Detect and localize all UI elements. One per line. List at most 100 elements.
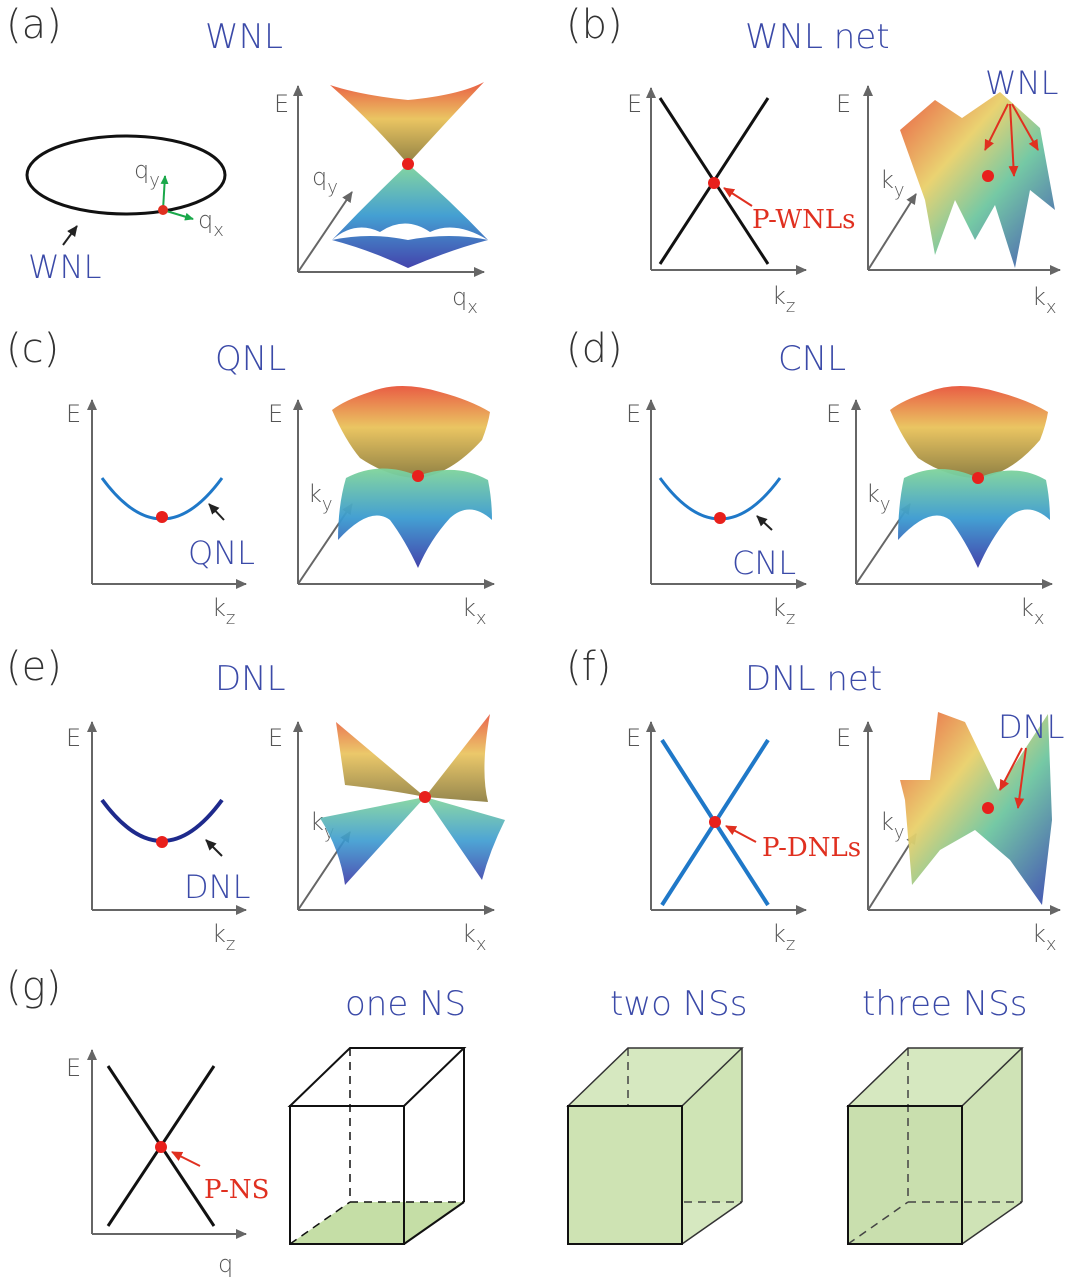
e-axis-kx-label: kx <box>462 920 487 955</box>
f-axis-E-label: E <box>626 724 641 752</box>
c-axis-kz-label: kz <box>212 594 235 629</box>
ring-qx-label: qx <box>198 206 224 241</box>
panel-b-label: (b) <box>566 2 623 48</box>
ring-label: WNL <box>28 248 101 286</box>
c-axis-ky-label: ky <box>308 480 333 515</box>
panel-e-label: (e) <box>6 644 62 690</box>
b-surface-label: WNL <box>985 64 1058 102</box>
e-axis-E2-label: E <box>268 724 283 752</box>
panel-d-title: CNL <box>778 339 846 379</box>
b-point-label: P-WNLs <box>752 205 856 235</box>
g-axis-E-label: E <box>66 1054 81 1082</box>
c-curve-label: QNL <box>188 534 255 572</box>
d-axis-kx-label: kx <box>1020 594 1045 629</box>
d-lower-surface <box>898 469 1050 568</box>
g-point-label: P-NS <box>204 1175 269 1205</box>
panel-g-label: (g) <box>6 964 61 1010</box>
cube-three-nss <box>846 1047 1024 1245</box>
a-axis-qy <box>297 191 353 273</box>
cube-1-title: one NS <box>345 984 466 1024</box>
ring-point <box>158 205 168 215</box>
d-curve-arrow <box>756 515 773 531</box>
qx-arrow <box>162 209 194 221</box>
panel-c-label: (c) <box>6 326 59 372</box>
a-upper-cone <box>330 82 484 164</box>
f-axis-ky <box>867 833 917 911</box>
panel-d-label: (d) <box>566 326 623 372</box>
e-curve-arrow <box>205 839 223 857</box>
b-surface-arrow-1 <box>984 103 1009 151</box>
f-axis-E2-label: E <box>836 724 851 752</box>
panel-f-label: (f) <box>566 644 611 690</box>
panel-a-label: (a) <box>6 2 62 48</box>
d-curve-label: CNL <box>732 544 796 582</box>
c-axis-kx-label: kx <box>462 594 487 629</box>
b-axis-ky-label: ky <box>880 166 905 201</box>
f-crossing-point <box>709 816 721 828</box>
panel-a-title: WNL <box>205 17 283 57</box>
c-upper-surface <box>332 386 490 478</box>
f-axis-kz-label: kz <box>772 920 795 955</box>
b-axis-E-label: E <box>627 90 642 118</box>
f-point-label: P-DNLs <box>762 833 861 863</box>
b-crossing-point <box>708 177 720 189</box>
g-point-arrow <box>171 1151 201 1167</box>
qy-arrow <box>160 175 169 211</box>
f-surface-arrow-1 <box>999 747 1023 791</box>
d-axis-kz-label: kz <box>772 594 795 629</box>
a-axis-E-label: E <box>274 90 289 118</box>
f-net-point <box>982 802 994 814</box>
b-surface-arrow-2 <box>1008 103 1019 177</box>
panel-b-title: WNL net <box>745 17 890 57</box>
g-axis-q-label: q <box>218 1250 233 1278</box>
b-axis-E2-label: E <box>836 90 851 118</box>
a-crossing-point <box>402 158 414 170</box>
c-curve-point <box>156 511 168 523</box>
cube-2-title: two NSs <box>610 984 747 1024</box>
e-surface-point <box>419 791 431 803</box>
d-axis-E2-label: E <box>826 400 841 428</box>
b-axis-ky <box>867 193 917 271</box>
b-surface <box>900 92 1055 268</box>
a-lower-cone <box>332 164 488 268</box>
nodal-ring <box>25 134 227 216</box>
b-surface-arrow-3 <box>1011 103 1039 151</box>
c-surface-point <box>412 470 424 482</box>
e-axis-kz-label: kz <box>212 920 235 955</box>
e-upper-surface <box>336 714 490 802</box>
f-surface-arrow-2 <box>1014 747 1027 809</box>
f-axis-kx-label: kx <box>1032 920 1057 955</box>
b-point-arrow <box>723 187 753 207</box>
f-point-arrow <box>725 825 757 843</box>
ring-qy-label: qy <box>134 156 160 191</box>
panel-c-title: QNL <box>215 339 286 379</box>
b-axis-kz-label: kz <box>772 282 795 317</box>
f-surface <box>900 712 1052 905</box>
e-curve-label: DNL <box>184 868 250 906</box>
a-axis-qx-label: qx <box>452 283 478 318</box>
d-surface-point <box>972 472 984 484</box>
f-surface-label: DNL <box>998 708 1064 746</box>
c-curve-arrow <box>208 503 225 521</box>
a-axis-qy-label: qy <box>312 163 338 198</box>
e-lower-surface <box>320 797 505 885</box>
ring-label-arrow <box>62 225 78 246</box>
e-curve-point <box>156 836 168 848</box>
g-crossing-point <box>155 1141 167 1153</box>
d-curve-point <box>714 512 726 524</box>
f-axis-ky-label: ky <box>880 808 905 843</box>
panel-f-title: DNL net <box>745 659 882 699</box>
b-axis-kx-label: kx <box>1032 283 1057 318</box>
b-net-point <box>982 170 994 182</box>
c-axis-E2-label: E <box>268 400 283 428</box>
c-axis-E-label: E <box>66 400 81 428</box>
d-axis-E-label: E <box>626 400 641 428</box>
cube-two-nss <box>566 1047 744 1245</box>
d-axis-ky-label: ky <box>866 480 891 515</box>
panel-e-title: DNL <box>215 659 286 699</box>
cube-one-ns <box>287 1047 467 1245</box>
c-lower-surface <box>338 468 492 568</box>
cube-3-title: three NSs <box>862 984 1027 1024</box>
e-axis-E-label: E <box>66 724 81 752</box>
